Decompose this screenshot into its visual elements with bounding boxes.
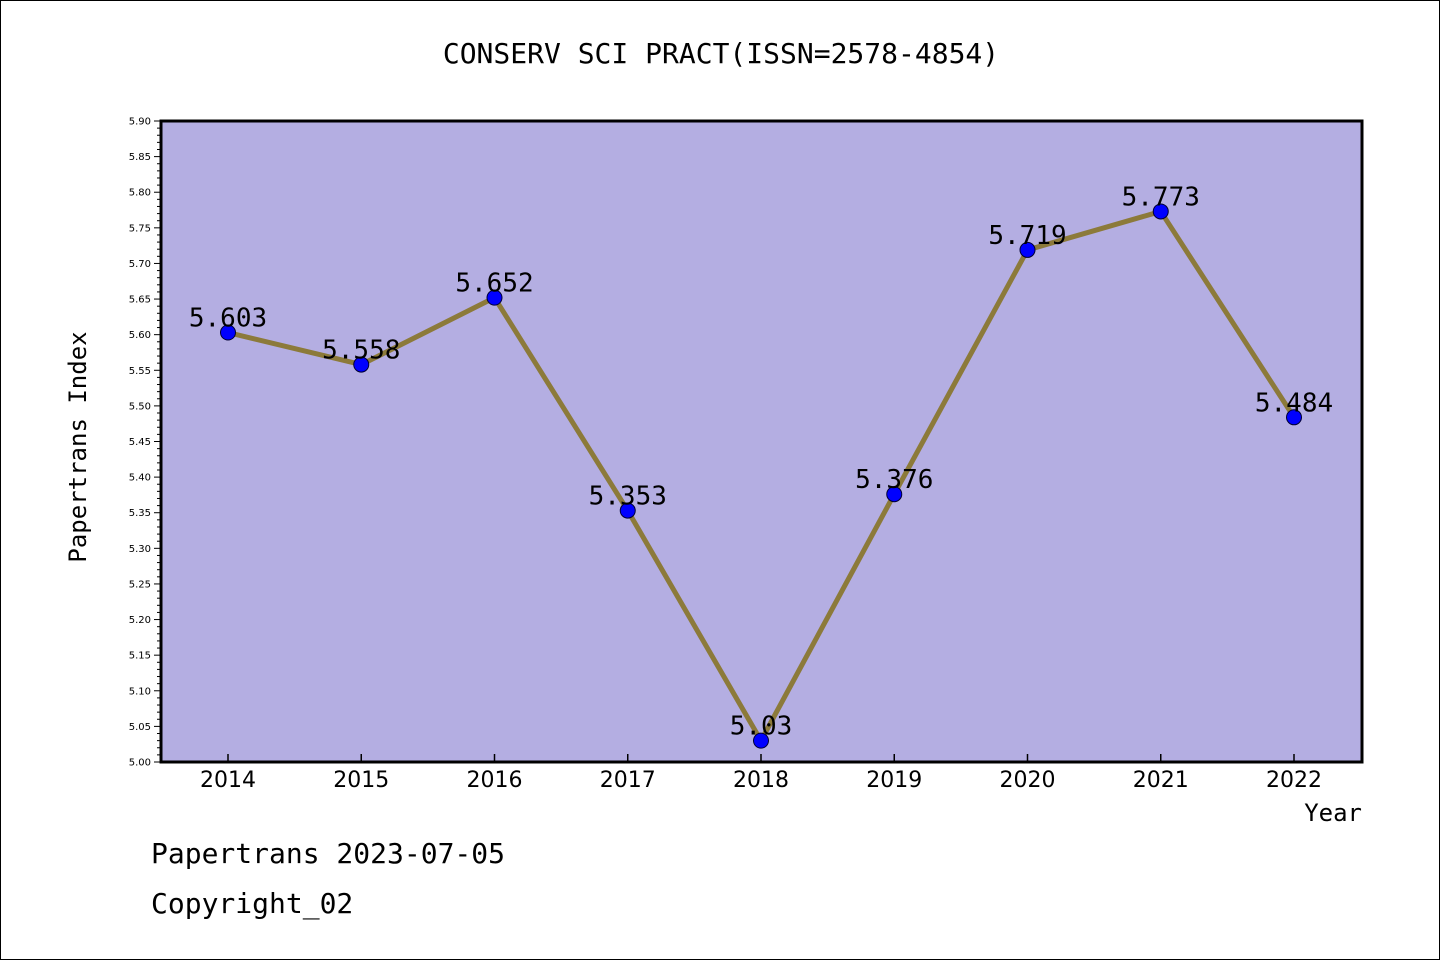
data-points xyxy=(220,203,1302,749)
data-point xyxy=(353,356,370,373)
x-tick-label: 2014 xyxy=(200,768,256,793)
y-axis-label: Papertrans Index xyxy=(64,331,92,562)
y-tick-label: 5.25 xyxy=(129,579,151,590)
data-label: 5.376 xyxy=(855,465,933,495)
x-axis-label: Year xyxy=(1304,799,1362,827)
y-tick-label: 5.75 xyxy=(129,223,151,234)
x-tick-label: 2022 xyxy=(1266,768,1322,793)
y-tick-label: 5.05 xyxy=(129,722,151,733)
y-tick-label: 5.65 xyxy=(129,295,151,306)
x-tick-label: 2015 xyxy=(333,768,389,793)
y-tick-label: 5.55 xyxy=(129,366,151,377)
x-tick-label: 2021 xyxy=(1133,768,1189,793)
y-tick-label: 5.15 xyxy=(129,651,151,662)
y-tick-label: 5.90 xyxy=(129,117,151,128)
y-tick-label: 5.10 xyxy=(129,686,151,697)
data-point xyxy=(1152,203,1169,220)
x-tick-label: 2019 xyxy=(866,768,922,793)
y-tick-label: 5.70 xyxy=(129,259,151,270)
data-label: 5.484 xyxy=(1255,388,1333,418)
data-point xyxy=(220,324,236,341)
data-point xyxy=(753,732,769,749)
y-tick-label: 5.45 xyxy=(129,437,151,448)
data-point xyxy=(1019,241,1036,258)
x-tick-label: 2017 xyxy=(600,768,656,793)
x-tick-label: 2020 xyxy=(1000,768,1056,793)
y-tick-label: 5.20 xyxy=(129,615,151,626)
data-label: 5.03 xyxy=(730,712,793,742)
y-tick-label: 5.35 xyxy=(129,508,151,519)
data-label: 5.603 xyxy=(189,304,267,334)
plot-area xyxy=(159,119,1364,764)
footer-copyright: Copyright_02 xyxy=(151,887,354,920)
y-tick-label: 5.60 xyxy=(129,330,151,341)
y-tick-label: 5.80 xyxy=(129,188,151,199)
x-tick-label: 2016 xyxy=(467,768,523,793)
y-tick-label: 5.40 xyxy=(129,473,151,484)
y-tick-label: 5.00 xyxy=(129,758,151,769)
y-tick-label: 5.85 xyxy=(129,152,151,163)
y-axis: 5.00 5.05 5.10 5.15 5.20 5.25 5.30 5.35 5.40 5.45… xyxy=(129,117,161,769)
data-point xyxy=(1286,409,1302,426)
data-label: 5.719 xyxy=(988,221,1066,251)
x-axis: 2014 2015 2016 2017 2018 2019 2020 2021 2022 xyxy=(200,754,1322,793)
x-tick-label: 2018 xyxy=(733,768,789,793)
data-point xyxy=(886,486,903,503)
data-point xyxy=(619,502,636,519)
footer-date: Papertrans 2023-07-05 xyxy=(151,837,506,870)
data-point xyxy=(486,289,503,306)
data-label: 5.773 xyxy=(1122,182,1200,212)
chart-title: CONSERV SCI PRACT(ISSN=2578-4854) xyxy=(442,37,1000,70)
data-labels: 5.603 5.558 5.652 5.353 5.03 5.376 5.719 5.773 5… xyxy=(189,182,1333,741)
data-label: 5.353 xyxy=(589,482,667,512)
data-label: 5.652 xyxy=(455,269,533,299)
y-tick-label: 5.30 xyxy=(129,544,151,555)
data-label: 5.558 xyxy=(322,336,400,366)
y-tick-label: 5.50 xyxy=(129,401,151,412)
